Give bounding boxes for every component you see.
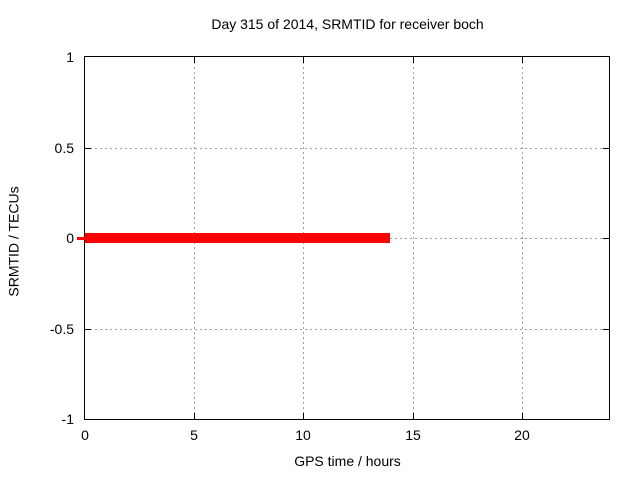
plot-area xyxy=(77,56,610,420)
y-tick-label: -0.5 xyxy=(49,321,74,337)
x-tick-mark-bottom xyxy=(413,413,414,419)
chart-title: Day 315 of 2014, SRMTID for receiver boc… xyxy=(211,16,484,32)
y-tick-label: 1 xyxy=(66,49,74,65)
x-tick-mark-top xyxy=(522,57,523,63)
y-tick-mark-right xyxy=(603,329,609,330)
x-tick-mark-bottom xyxy=(303,413,304,419)
x-tick-label: 15 xyxy=(405,427,421,443)
x-tick-mark-bottom xyxy=(522,413,523,419)
x-axis-label: GPS time / hours xyxy=(294,453,401,469)
y-tick-label: 0 xyxy=(66,230,74,246)
y-tick-label: -1 xyxy=(61,411,74,427)
x-tick-mark-top xyxy=(413,57,414,63)
gridline-horizontal xyxy=(85,148,609,149)
y-tick-mark-right xyxy=(603,148,609,149)
y-tick-mark-left xyxy=(85,148,91,149)
series-start-cap xyxy=(77,237,85,240)
x-tick-label: 0 xyxy=(81,427,89,443)
x-tick-mark-bottom xyxy=(194,413,195,419)
x-tick-mark-top xyxy=(194,57,195,63)
x-tick-label: 5 xyxy=(190,427,198,443)
gridline-horizontal xyxy=(85,329,609,330)
y-tick-mark-left xyxy=(85,329,91,330)
y-tick-label: 0.5 xyxy=(54,140,74,156)
series-line-srmtid xyxy=(85,233,390,243)
y-tick-mark-right xyxy=(603,238,609,239)
x-tick-label: 20 xyxy=(514,427,530,443)
x-tick-mark-top xyxy=(303,57,304,63)
x-tick-label: 10 xyxy=(295,427,311,443)
